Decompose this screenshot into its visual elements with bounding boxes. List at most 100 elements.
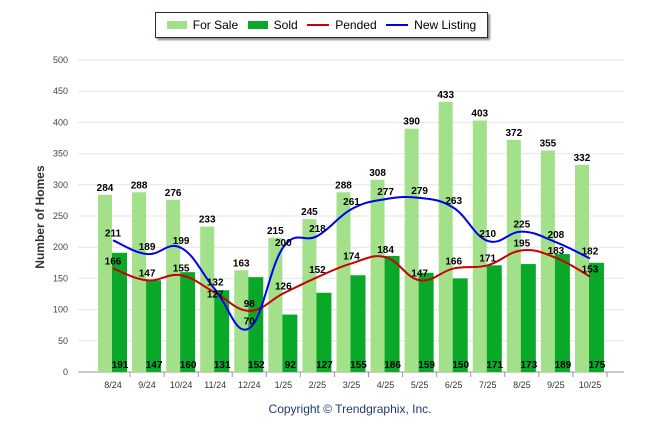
data-label-new-listing: 210: [479, 229, 496, 240]
data-label-sold: 127: [316, 360, 333, 371]
data-label-for-sale: 284: [97, 183, 114, 194]
bar-for-sale: [370, 179, 385, 372]
y-tick-label: 350: [53, 149, 68, 159]
y-tick-label: 250: [53, 211, 68, 221]
data-label-pended: 98: [244, 299, 256, 310]
bar-for-sale: [268, 237, 283, 372]
data-label-for-sale: 403: [471, 109, 488, 120]
data-label-for-sale: 372: [505, 128, 522, 139]
x-tick-label: 2/25: [309, 380, 327, 390]
bar-sold: [282, 314, 298, 372]
bar-sold: [588, 262, 604, 372]
x-tick-label: 8/24: [104, 380, 122, 390]
bar-sold: [112, 252, 127, 372]
data-label-pended: 184: [377, 245, 394, 256]
data-label-sold: 171: [486, 360, 503, 371]
bar-sold: [146, 280, 162, 372]
data-label-new-listing: 70: [244, 316, 256, 327]
line-new-listing: [112, 195, 591, 331]
legend: For Sale Sold Pended New Listing: [155, 12, 488, 38]
data-label-pended: 126: [275, 281, 292, 292]
legend-line-new-listing: [386, 24, 409, 26]
data-label-sold: 150: [452, 360, 469, 371]
data-label-sold: 191: [112, 360, 129, 371]
legend-label: New Listing: [414, 18, 477, 32]
data-label-sold: 160: [180, 360, 197, 371]
data-label-pended: 166: [445, 256, 462, 267]
bar-for-sale: [506, 139, 521, 372]
y-tick-label: 400: [53, 117, 68, 127]
x-tick-label: 10/25: [579, 380, 602, 390]
bar-sold: [180, 272, 196, 372]
data-label-new-listing: 279: [411, 186, 428, 197]
data-label-pended: 127: [207, 290, 224, 301]
bar-sold: [554, 254, 570, 372]
data-label-for-sale: 276: [165, 188, 182, 199]
data-label-pended: 147: [139, 268, 156, 279]
data-label-pended: 166: [105, 256, 122, 267]
data-label-pended: 183: [548, 246, 565, 257]
data-label-for-sale: 332: [574, 153, 591, 164]
data-label-new-listing: 208: [548, 230, 565, 241]
legend-label: Pended: [335, 18, 377, 32]
data-label-for-sale: 433: [437, 90, 454, 101]
legend-item-new-listing: New Listing: [386, 18, 476, 32]
data-label-for-sale: 355: [540, 138, 557, 149]
data-label-new-listing: 218: [309, 224, 326, 235]
x-tick-label: 8/25: [513, 380, 531, 390]
data-label-for-sale: 163: [233, 258, 250, 269]
data-label-pended: 152: [309, 265, 326, 276]
x-tick-label: 7/25: [479, 380, 497, 390]
bar-for-sale: [540, 150, 555, 372]
bar-for-sale: [472, 120, 487, 372]
data-label-new-listing: 261: [343, 197, 360, 208]
bar-for-sale: [404, 128, 419, 372]
legend-label: Sold: [273, 18, 298, 32]
x-tick-label: 11/24: [204, 380, 226, 390]
data-label-new-listing: 132: [207, 278, 224, 289]
bar-for-sale: [302, 219, 317, 372]
data-label-for-sale: 233: [199, 215, 216, 226]
bar-sold: [452, 278, 468, 372]
data-label-sold: 92: [285, 360, 297, 371]
data-label-sold: 147: [146, 360, 163, 371]
bar-sold: [248, 277, 264, 372]
data-label-new-listing: 277: [377, 187, 394, 198]
data-label-new-listing: 225: [513, 220, 530, 231]
y-tick-label: 50: [58, 336, 68, 346]
data-label-sold: 155: [350, 360, 367, 371]
data-label-sold: 186: [384, 360, 401, 371]
legend-label: For Sale: [192, 18, 239, 32]
x-tick-label: 4/25: [377, 380, 395, 390]
x-tick-label: 6/25: [445, 380, 463, 390]
y-tick-label: 200: [53, 242, 68, 252]
data-label-pended: 174: [343, 251, 360, 262]
y-tick-label: 100: [53, 305, 68, 315]
data-label-pended: 153: [582, 265, 599, 276]
y-tick-label: 0: [63, 367, 68, 377]
bar-for-sale: [574, 164, 589, 372]
data-label-sold: 189: [555, 360, 572, 371]
legend-item-for-sale: For Sale: [166, 18, 239, 32]
legend-item-pended: Pended: [307, 18, 377, 32]
y-tick-label: 450: [53, 86, 68, 96]
data-label-new-listing: 211: [105, 228, 122, 239]
bar-sold: [384, 255, 400, 372]
data-label-pended: 147: [411, 268, 428, 279]
bar-for-sale: [234, 270, 249, 372]
data-label-sold: 159: [418, 360, 435, 371]
bar-for-sale: [336, 192, 351, 372]
data-label-sold: 175: [589, 360, 606, 371]
data-label-sold: 173: [520, 360, 537, 371]
y-tick-label: 500: [53, 55, 68, 65]
x-tick-label: 5/25: [411, 380, 429, 390]
data-label-for-sale: 288: [335, 180, 352, 191]
y-axis-title: Number of Homes: [33, 165, 47, 269]
data-label-sold: 152: [248, 360, 265, 371]
data-label-new-listing: 200: [275, 238, 292, 249]
x-tick-label: 12/24: [238, 380, 261, 390]
legend-swatch-for-sale: [166, 21, 187, 29]
data-label-pended: 155: [173, 263, 190, 274]
